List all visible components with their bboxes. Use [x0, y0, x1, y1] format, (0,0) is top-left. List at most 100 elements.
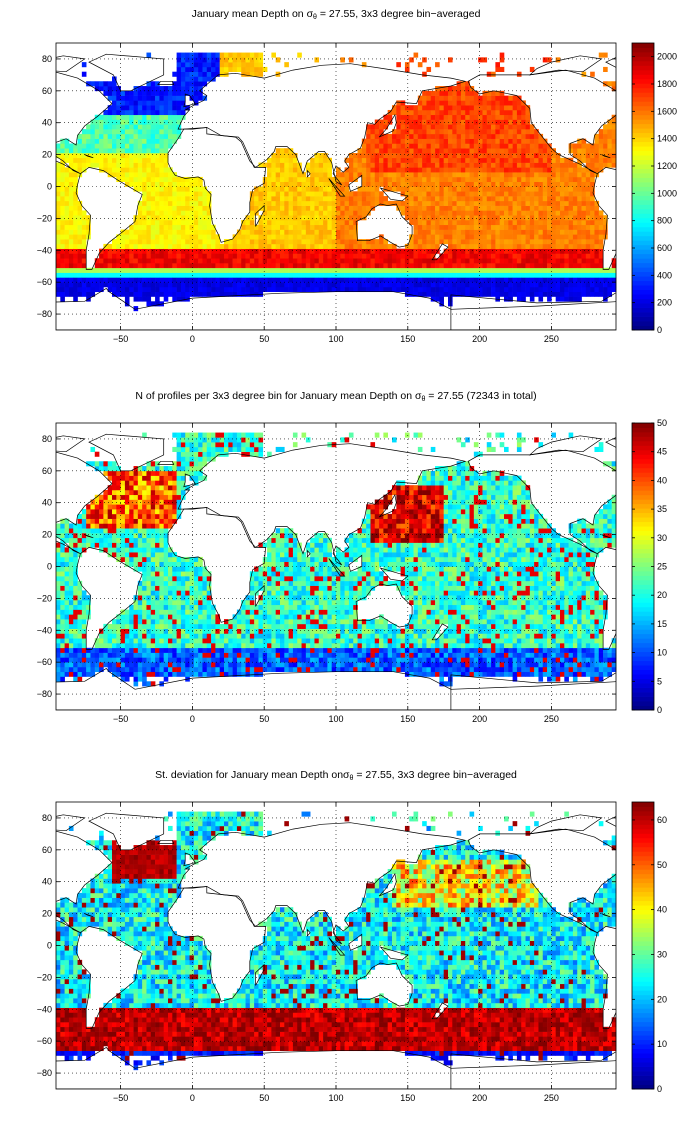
heatmap-cell [172, 239, 177, 245]
heatmap-cell [499, 176, 505, 183]
heatmap-cell [103, 129, 108, 135]
heatmap-cell [56, 523, 61, 529]
heatmap-cell [211, 52, 216, 58]
heatmap-cell [366, 148, 371, 154]
heatmap-cell [491, 229, 496, 235]
heatmap-cell [370, 272, 376, 278]
heatmap-cell [262, 196, 268, 202]
heatmap-cell [551, 191, 556, 197]
heatmap-cell [426, 224, 432, 230]
heatmap-cell [568, 282, 574, 288]
heatmap-cell [417, 282, 423, 288]
heatmap-cell [504, 186, 509, 192]
heatmap-cell [478, 205, 483, 211]
heatmap-cell [469, 267, 475, 273]
heatmap-cell [133, 296, 139, 302]
heatmap-cell [107, 633, 113, 639]
heatmap-cell [448, 248, 453, 254]
heatmap-cell [465, 172, 470, 178]
heatmap-cell [56, 595, 61, 601]
heatmap-cell [577, 200, 582, 206]
heatmap-cell [456, 90, 462, 96]
heatmap-cell [163, 248, 169, 254]
heatmap-cell [469, 157, 475, 163]
heatmap-cell [383, 277, 388, 283]
heatmap-cell [400, 200, 406, 206]
heatmap-cell [577, 224, 582, 230]
heatmap-cell [439, 133, 444, 139]
heatmap-cell [366, 153, 371, 159]
heatmap-cell [430, 186, 436, 192]
heatmap-cell [189, 181, 195, 187]
heatmap-cell [538, 267, 544, 273]
heatmap-cell [116, 124, 121, 130]
heatmap-cell [607, 157, 612, 163]
heatmap-cell [430, 229, 436, 235]
heatmap-cell [495, 248, 500, 254]
heatmap-cell [280, 172, 285, 178]
heatmap-cell [137, 234, 143, 240]
heatmap-cell [155, 114, 160, 120]
colorbar-segment [632, 56, 654, 62]
heatmap-cell [288, 181, 294, 187]
heatmap-cell [486, 196, 492, 202]
heatmap-cell [137, 176, 143, 183]
heatmap-cell [409, 176, 414, 183]
heatmap-cell [435, 263, 440, 269]
coastline [157, 80, 175, 85]
heatmap-cell [305, 258, 311, 264]
heatmap-cell [305, 263, 311, 269]
heatmap-cell [159, 234, 164, 240]
y-tick-label: 80 [42, 54, 52, 64]
heatmap-cell [124, 105, 130, 111]
heatmap-cell [465, 282, 470, 288]
heatmap-cell [103, 662, 108, 668]
heatmap-cell [426, 239, 432, 245]
heatmap-cell [460, 153, 466, 159]
heatmap-cell [529, 148, 535, 154]
heatmap-cell [73, 666, 78, 673]
heatmap-cell [310, 282, 315, 288]
heatmap-cell [60, 243, 65, 249]
heatmap-cell [116, 542, 121, 548]
heatmap-cell [521, 296, 526, 302]
heatmap-cell [452, 286, 457, 293]
heatmap-cell [439, 167, 444, 173]
heatmap-cell [116, 119, 121, 125]
heatmap-cell [94, 513, 100, 519]
heatmap-cell [99, 157, 104, 163]
heatmap-cell [137, 258, 143, 264]
heatmap-cell [538, 181, 544, 187]
heatmap-cell [60, 224, 65, 230]
heatmap-cell [271, 253, 276, 259]
heatmap-cell [224, 62, 229, 68]
heatmap-cell [516, 215, 522, 221]
heatmap-cell [193, 277, 199, 283]
heatmap-cell [486, 138, 492, 144]
heatmap-cell [228, 57, 233, 63]
heatmap-cell [603, 157, 608, 163]
heatmap-cell [443, 109, 449, 116]
heatmap-cell [577, 181, 582, 187]
heatmap-cell [611, 153, 617, 159]
heatmap-cell [262, 186, 268, 192]
heatmap-cell [185, 57, 190, 63]
heatmap-cell [60, 518, 65, 524]
heatmap-cell [525, 267, 531, 273]
heatmap-cell [163, 157, 169, 163]
heatmap-cell [413, 52, 419, 58]
heatmap-cell [163, 234, 169, 240]
heatmap-cell [452, 267, 457, 273]
heatmap-cell [417, 234, 423, 240]
heatmap-cell [288, 219, 294, 226]
heatmap-cell [469, 229, 475, 235]
heatmap-cell [224, 258, 229, 264]
heatmap-cell [124, 267, 130, 273]
heatmap-cell [374, 172, 380, 178]
heatmap-cell [112, 628, 117, 634]
heatmap-cell [590, 243, 595, 249]
heatmap-cell [176, 196, 182, 202]
heatmap-cell [590, 157, 595, 163]
heatmap-cell [512, 210, 518, 216]
heatmap-cell [137, 253, 143, 259]
